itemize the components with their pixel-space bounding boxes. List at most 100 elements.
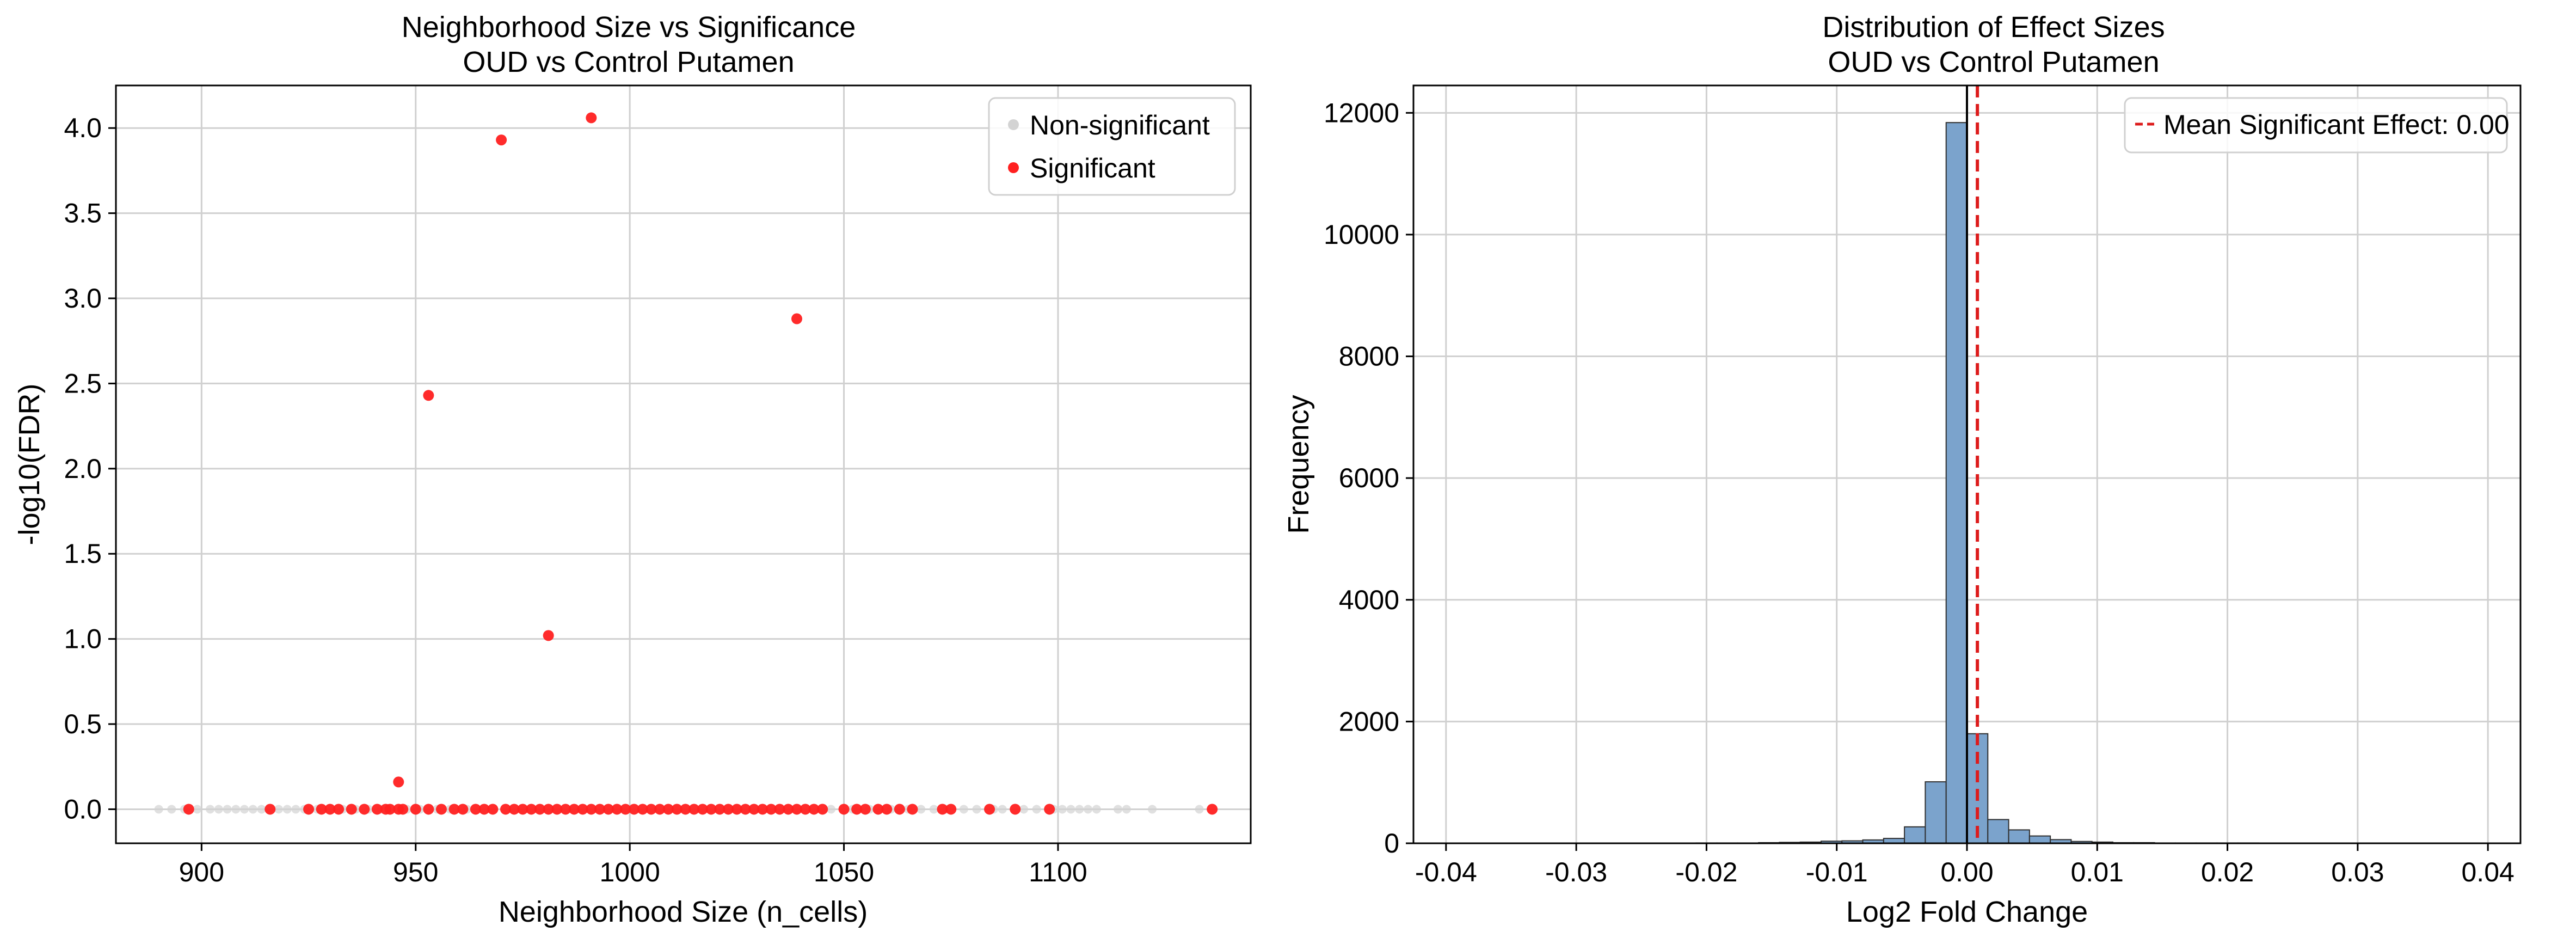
- nonsignificant-point: [1084, 805, 1093, 814]
- scatter-x-tick-label: 1100: [1029, 857, 1087, 887]
- significant-point: [586, 804, 597, 815]
- significant-point: [881, 804, 893, 815]
- significant-point: [740, 804, 751, 815]
- significant-point: [705, 804, 717, 815]
- nonsignificant-point: [959, 805, 968, 814]
- significant-point: [1207, 804, 1218, 815]
- significant-point: [907, 804, 918, 815]
- nonsignificant-point: [154, 805, 163, 814]
- scatter-legend: Non-significant Significant: [988, 97, 1236, 196]
- histogram-y-axis-label: Frequency: [1282, 395, 1315, 534]
- significant-point: [984, 804, 995, 815]
- scatter-y-tick-label: 4.0: [64, 113, 102, 143]
- nonsignificant-point: [1058, 805, 1067, 814]
- scatter-y-axis-label: -log10(FDR): [13, 383, 46, 545]
- significant-point: [568, 804, 580, 815]
- significant-point: [410, 804, 421, 815]
- significant-point: [303, 804, 315, 815]
- nonsignificant-point: [1019, 805, 1028, 814]
- significant-point: [783, 804, 794, 815]
- histogram-axes-frame: [1412, 84, 2522, 844]
- histogram-reference-lines: [1966, 85, 1979, 843]
- significant-point: [602, 804, 614, 815]
- significant-point: [543, 630, 554, 641]
- nonsignificant-point: [240, 805, 249, 814]
- significant-point: [731, 804, 742, 815]
- scatter-panel: Neighborhood Size vs Significance OUD vs…: [13, 11, 1252, 928]
- significant-point: [838, 804, 850, 815]
- nonsignificant-point: [1195, 805, 1204, 814]
- histogram-legend-box: [2124, 97, 2508, 154]
- significant-point: [543, 804, 554, 815]
- histogram-x-tick-label: 0.01: [2071, 857, 2124, 887]
- histogram-x-tick-label: 0.04: [2462, 857, 2514, 887]
- nonsignificant-point: [1032, 805, 1041, 814]
- nonsignificant-point: [998, 805, 1007, 814]
- significant-point: [371, 804, 383, 815]
- significant-point: [496, 134, 507, 146]
- histogram-bar: [1925, 781, 1947, 844]
- histogram-y-tick-label: 0: [1384, 828, 1399, 859]
- scatter-ticks: 900 950 1000 1050 1100 0.0 0.5 1.0 1.5 2.0 2.5 3.0 3…: [64, 113, 1087, 887]
- significant-point: [800, 804, 811, 815]
- significant-point: [478, 804, 490, 815]
- scatter-y-tick-label: 3.0: [64, 283, 102, 314]
- significant-point: [265, 804, 276, 815]
- histogram-bar: [2008, 829, 2030, 844]
- scatter-x-tick-label: 1050: [814, 857, 874, 887]
- significant-point: [680, 804, 691, 815]
- significant-point: [662, 804, 674, 815]
- significant-point: [487, 804, 499, 815]
- nonsignificant-point: [193, 805, 202, 814]
- nonsignificant-point: [206, 805, 215, 814]
- significant-point: [423, 804, 434, 815]
- histogram-title: Distribution of Effect Sizes: [1822, 11, 2165, 44]
- significant-point: [316, 804, 327, 815]
- histogram-bar: [1904, 826, 1926, 844]
- scatter-y-tick-label: 0.5: [64, 709, 102, 739]
- significant-point: [791, 804, 802, 815]
- nonsignificant-point: [274, 805, 283, 814]
- nonsignificant-point: [917, 805, 926, 814]
- scatter-x-tick-label: 1000: [600, 857, 660, 887]
- nonsignificant-point: [248, 805, 257, 814]
- nonsignificant-point: [1114, 805, 1123, 814]
- legend-significant-label: Significant: [1030, 153, 1155, 183]
- significant-point: [508, 804, 520, 815]
- scatter-y-tick-label: 2.0: [64, 453, 102, 484]
- histogram-y-tick-label: 8000: [1339, 341, 1399, 372]
- legend-nonsignificant-marker: [1008, 119, 1019, 130]
- significant-point: [1044, 804, 1055, 815]
- nonsignificant-point: [1122, 805, 1131, 814]
- significant-point: [774, 804, 785, 815]
- nonsignificant-point: [257, 805, 266, 814]
- histogram-x-tick-label: 0.02: [2201, 857, 2254, 887]
- legend-significant-marker: [1008, 162, 1019, 173]
- significant-point: [359, 804, 370, 815]
- histogram-x-tick-label: 0.03: [2331, 857, 2384, 887]
- nonsignificant-point: [1148, 805, 1157, 814]
- significant-point: [872, 804, 884, 815]
- significant-point: [611, 804, 623, 815]
- significant-point: [757, 804, 769, 815]
- significant-point: [859, 804, 871, 815]
- histogram-y-tick-label: 10000: [1324, 219, 1399, 250]
- nonsignificant-point: [1075, 805, 1084, 814]
- scatter-y-tick-label: 3.5: [64, 198, 102, 229]
- significant-point: [748, 804, 760, 815]
- histogram-panel: Distribution of Effect Sizes OUD vs Cont…: [1282, 11, 2522, 928]
- histogram-y-tick-label: 6000: [1339, 463, 1399, 493]
- nonsignificant-point: [929, 805, 938, 814]
- scatter-y-tick-label: 1.5: [64, 538, 102, 569]
- significant-point: [397, 804, 409, 815]
- significant-point: [765, 804, 777, 815]
- significant-point: [384, 804, 396, 815]
- histogram-bar: [1945, 122, 1968, 844]
- histogram-subtitle: OUD vs Control Putamen: [1828, 46, 2159, 78]
- significant-point: [637, 804, 648, 815]
- significant-point: [470, 804, 481, 815]
- significant-point: [808, 804, 820, 815]
- significant-point: [714, 804, 726, 815]
- histogram-y-tick-label: 12000: [1324, 97, 1399, 128]
- nonsignificant-point: [826, 805, 835, 814]
